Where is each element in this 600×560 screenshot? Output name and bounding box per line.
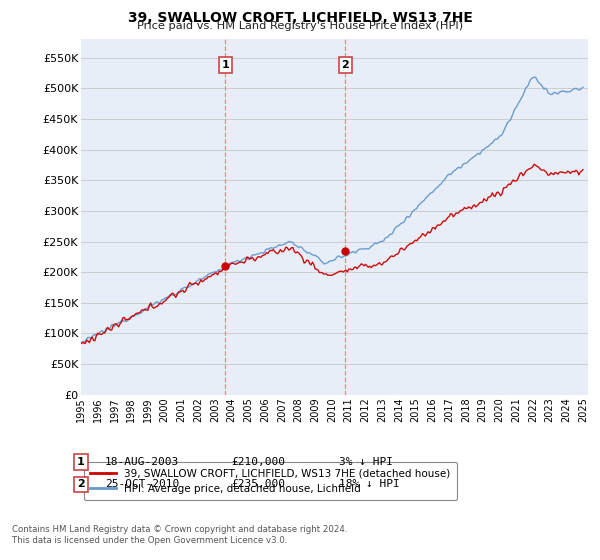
Text: 18% ↓ HPI: 18% ↓ HPI (339, 479, 400, 489)
Text: 18-AUG-2003: 18-AUG-2003 (105, 457, 179, 467)
Text: 39, SWALLOW CROFT, LICHFIELD, WS13 7HE: 39, SWALLOW CROFT, LICHFIELD, WS13 7HE (128, 11, 472, 25)
Text: 3% ↓ HPI: 3% ↓ HPI (339, 457, 393, 467)
Legend: 39, SWALLOW CROFT, LICHFIELD, WS13 7HE (detached house), HPI: Average price, det: 39, SWALLOW CROFT, LICHFIELD, WS13 7HE (… (83, 462, 457, 500)
Text: 1: 1 (221, 60, 229, 70)
Text: 25-OCT-2010: 25-OCT-2010 (105, 479, 179, 489)
Text: £210,000: £210,000 (231, 457, 285, 467)
Text: Contains HM Land Registry data © Crown copyright and database right 2024.
This d: Contains HM Land Registry data © Crown c… (12, 525, 347, 545)
Text: £235,000: £235,000 (231, 479, 285, 489)
Text: 2: 2 (77, 479, 85, 489)
Text: Price paid vs. HM Land Registry's House Price Index (HPI): Price paid vs. HM Land Registry's House … (137, 21, 463, 31)
Text: 2: 2 (341, 60, 349, 70)
Text: 1: 1 (77, 457, 85, 467)
